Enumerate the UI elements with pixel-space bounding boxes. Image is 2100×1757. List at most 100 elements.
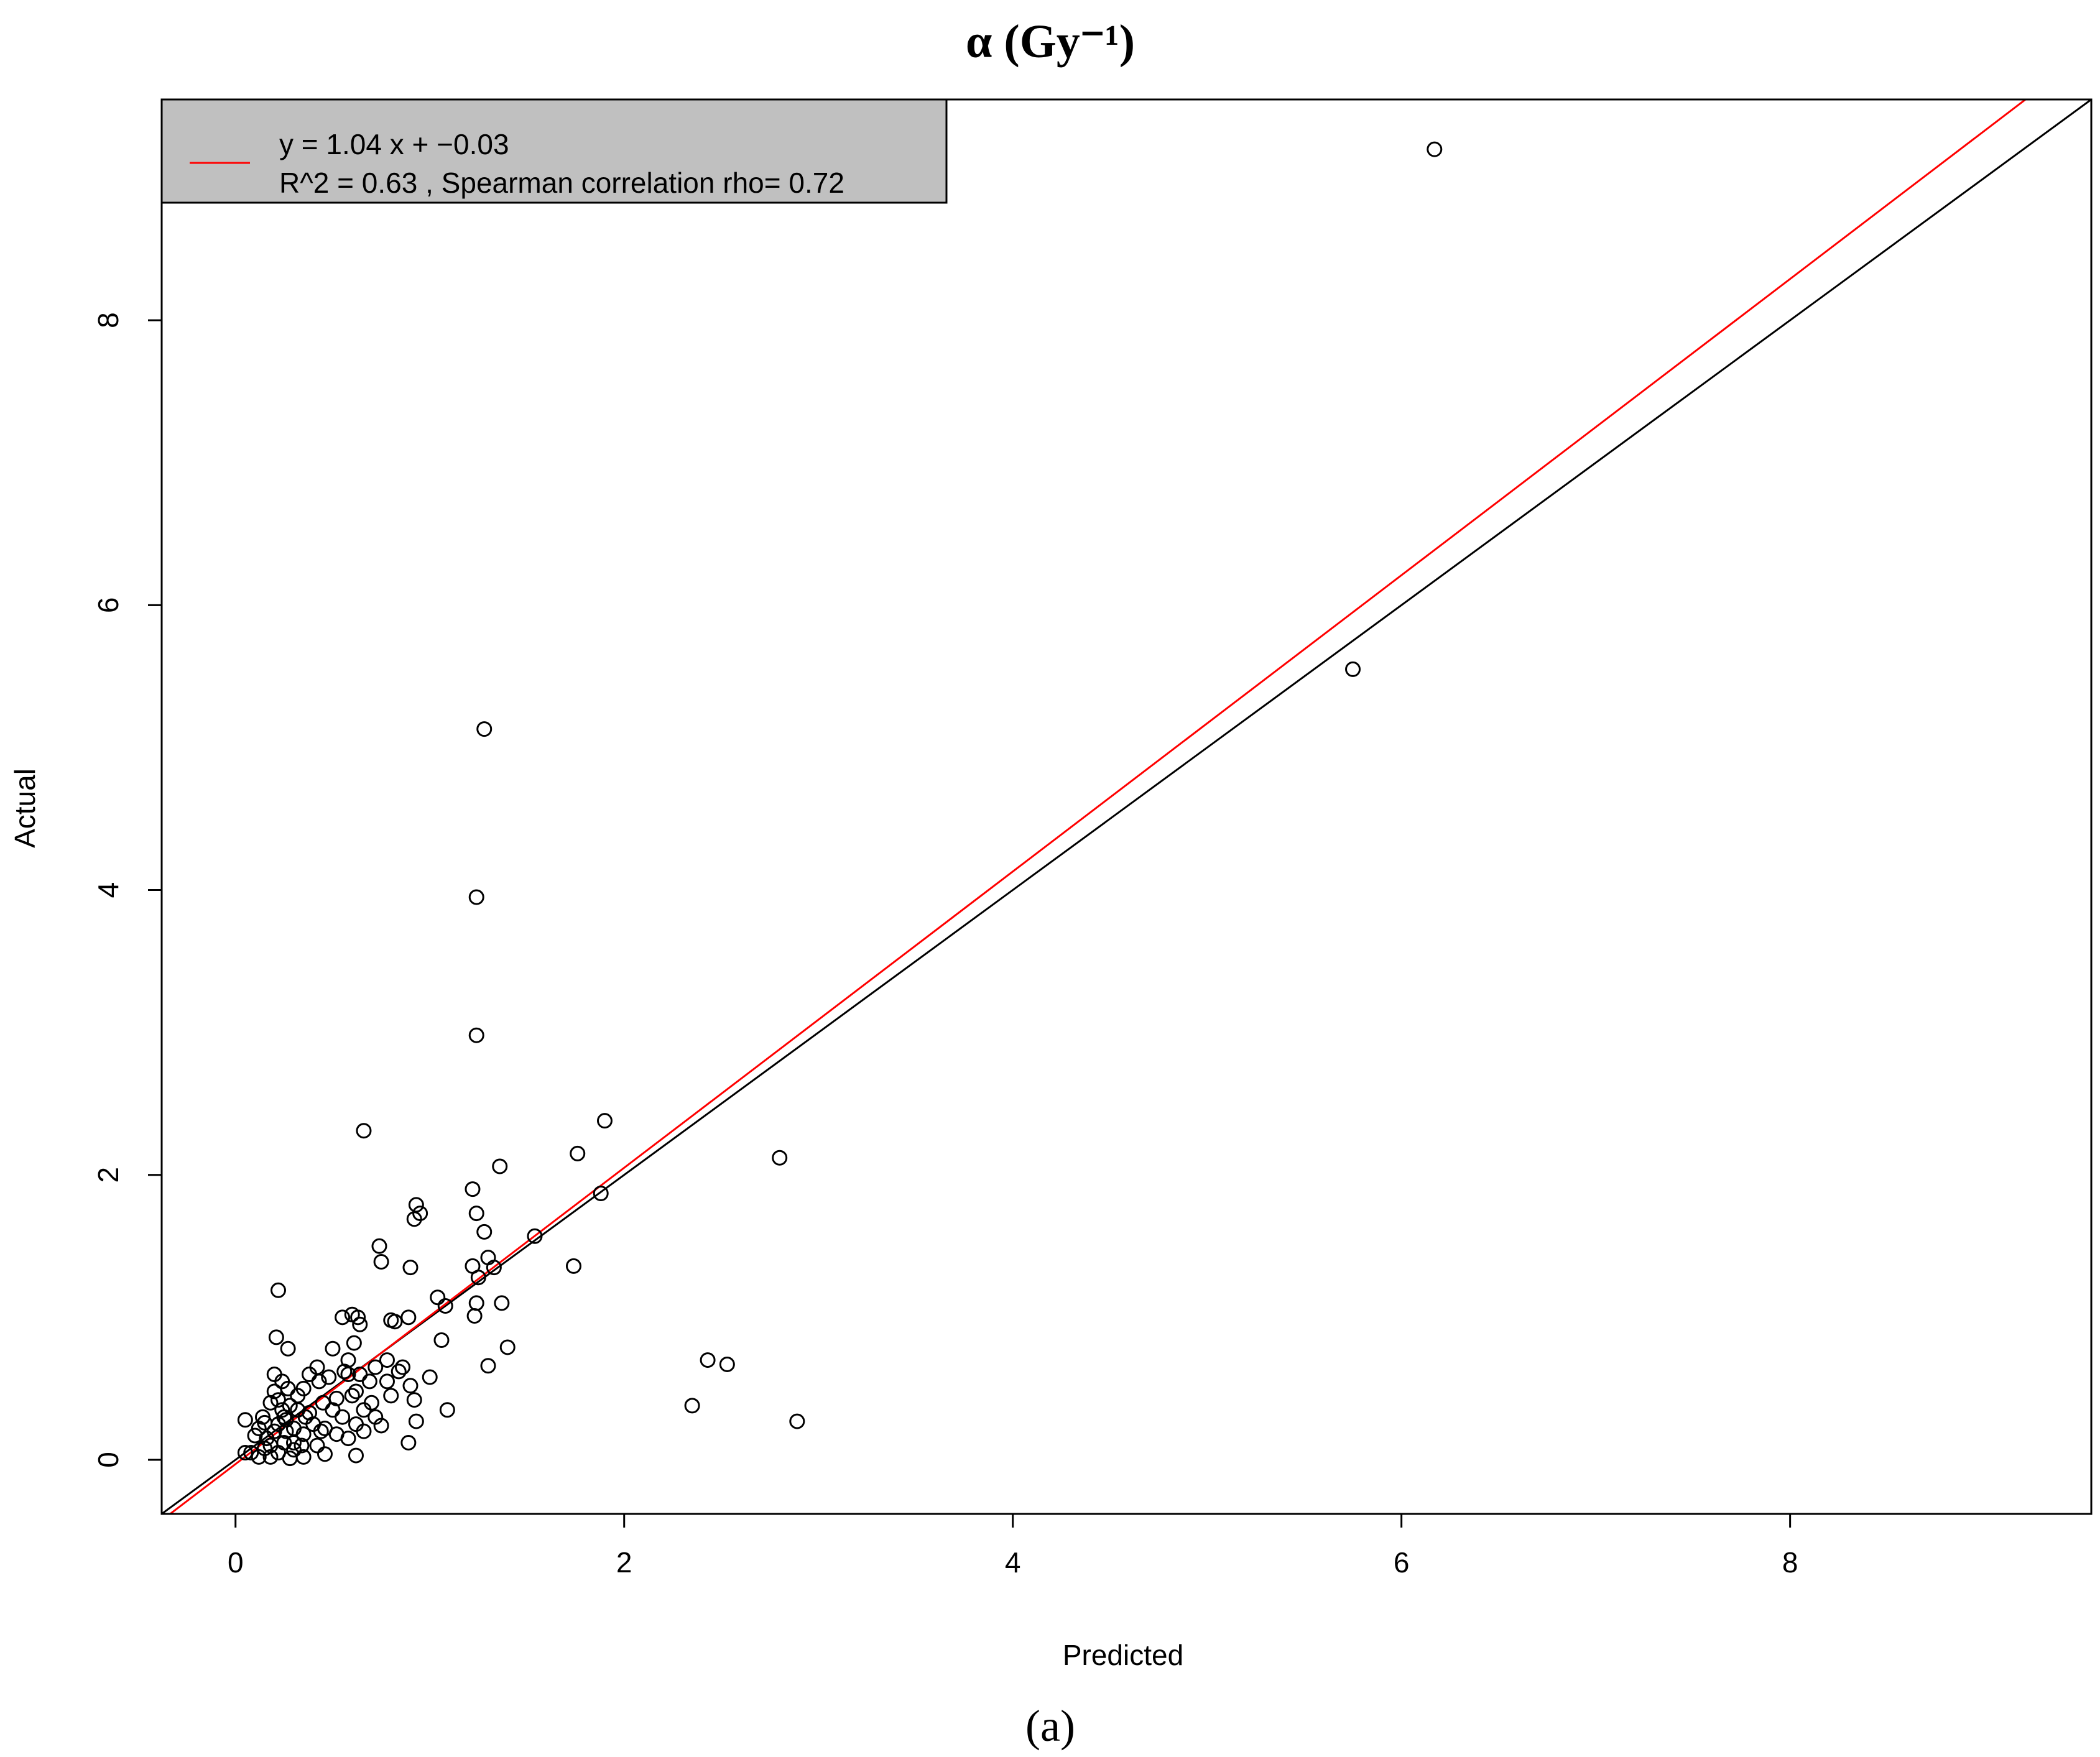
data-point: [684, 1398, 700, 1414]
data-point: [278, 1412, 294, 1428]
data-point: [379, 1352, 395, 1368]
data-point: [433, 1332, 450, 1348]
data-point: [408, 1413, 424, 1429]
data-point: [317, 1446, 333, 1462]
data-point: [346, 1335, 362, 1351]
data-point: [368, 1409, 384, 1425]
data-point: [348, 1416, 364, 1432]
data-point: [352, 1366, 368, 1382]
data-point: [570, 1145, 586, 1161]
data-point: [356, 1123, 372, 1139]
x-tick-label: 8: [1782, 1546, 1798, 1579]
data-point: [313, 1423, 329, 1439]
legend-statistics: R^2 = 0.63 , Spearman correlation rho= 0…: [279, 167, 844, 199]
data-point: [1427, 141, 1443, 157]
data-point: [282, 1450, 298, 1467]
data-point: [391, 1363, 407, 1380]
data-points: [237, 141, 1443, 1467]
data-point: [468, 889, 484, 905]
x-tick-label: 0: [228, 1546, 244, 1579]
y-tick-label: 2: [92, 1167, 124, 1183]
data-point: [243, 1444, 259, 1460]
legend: y = 1.04 x + −0.03 R^2 = 0.63 , Spearman…: [160, 98, 948, 204]
data-point: [400, 1434, 417, 1450]
data-point: [402, 1378, 419, 1394]
data-point: [328, 1426, 345, 1442]
data-point: [344, 1388, 360, 1404]
data-point: [321, 1369, 337, 1385]
data-point: [466, 1308, 483, 1324]
data-point: [465, 1181, 481, 1197]
data-point: [470, 1270, 486, 1286]
legend-box: [160, 98, 948, 204]
data-point: [406, 1392, 422, 1408]
data-point: [268, 1329, 284, 1345]
data-point: [430, 1289, 446, 1306]
data-point: [282, 1398, 298, 1414]
data-point: [280, 1340, 296, 1357]
data-point: [368, 1359, 384, 1375]
data-point: [422, 1369, 438, 1385]
data-point: [262, 1437, 279, 1454]
data-point: [379, 1373, 395, 1390]
data-point: [309, 1359, 325, 1375]
chart-title: α (Gy⁻¹): [966, 16, 1135, 68]
data-point: [1345, 661, 1361, 677]
x-tick-label: 4: [1005, 1546, 1021, 1579]
figure-caption: (a): [1025, 1701, 1075, 1751]
data-point: [278, 1423, 294, 1439]
plot-frame: [160, 98, 2093, 1515]
fit-line: [169, 99, 2027, 1514]
data-point: [348, 1383, 364, 1400]
data-point: [363, 1395, 379, 1411]
data-point: [565, 1258, 581, 1274]
data-point: [476, 1224, 493, 1240]
y-tick-label: 0: [92, 1452, 124, 1468]
data-point: [251, 1449, 267, 1465]
data-point: [486, 1260, 502, 1276]
data-point: [492, 1158, 508, 1174]
data-point: [468, 1206, 484, 1222]
data-point: [700, 1352, 716, 1368]
data-point: [494, 1295, 510, 1311]
y-tick-label: 6: [92, 597, 124, 614]
data-point: [348, 1447, 364, 1464]
data-point: [383, 1312, 399, 1328]
data-point: [262, 1449, 279, 1465]
data-point: [476, 721, 493, 737]
data-point: [400, 1309, 417, 1326]
data-point: [468, 1027, 484, 1043]
y-tick-label: 8: [92, 312, 124, 328]
data-point: [237, 1444, 253, 1460]
data-point: [402, 1260, 419, 1276]
regression-lines: [162, 99, 2091, 1514]
data-point: [335, 1309, 351, 1326]
data-point: [394, 1359, 410, 1375]
data-point: [719, 1356, 735, 1372]
data-point: [371, 1238, 387, 1254]
data-point: [437, 1298, 453, 1314]
data-point: [266, 1383, 282, 1400]
data-point: [593, 1186, 609, 1202]
data-point: [412, 1206, 428, 1222]
data-point: [499, 1339, 516, 1355]
data-point: [596, 1113, 613, 1129]
x-axis-label: Predicted: [1063, 1639, 1183, 1671]
data-point: [325, 1402, 341, 1418]
data-point: [294, 1437, 310, 1454]
data-point: [439, 1402, 455, 1418]
data-point: [383, 1388, 399, 1404]
data-point: [290, 1402, 306, 1418]
data-point: [480, 1358, 496, 1374]
data-point: [270, 1282, 286, 1298]
y-tick-label: 4: [92, 882, 124, 898]
identity-line: [162, 99, 2091, 1514]
data-point: [295, 1426, 312, 1442]
data-point: [373, 1253, 389, 1270]
x-tick-label: 2: [616, 1546, 632, 1579]
x-tick-label: 6: [1394, 1546, 1410, 1579]
data-point: [309, 1437, 325, 1454]
y-axis-label: Actual: [9, 768, 41, 848]
